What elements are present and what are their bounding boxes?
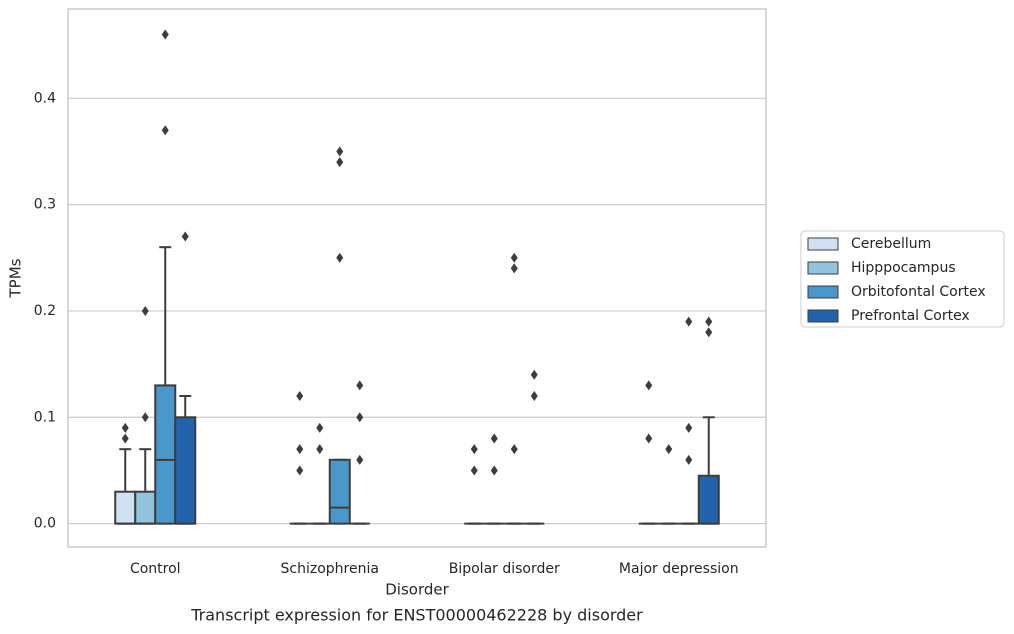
legend-swatch [807,285,839,299]
outlier [296,391,304,402]
outlier [356,454,364,465]
y-tick-label: 0.4 [34,90,56,106]
legend-label: Orbitofontal Cortex [851,284,986,300]
y-tick-label: 0.2 [34,303,56,319]
y-tick-label: 0.1 [34,409,56,425]
outlier [336,252,344,263]
outlier [121,433,129,444]
outlier [645,433,653,444]
outlier [705,327,713,338]
legend-swatch [807,261,839,275]
outlier [181,231,189,242]
plot-border [67,8,767,548]
outlier [685,422,693,433]
outlier [645,380,653,391]
outlier [470,444,478,455]
outlier [705,316,713,327]
legend-swatch [807,237,839,251]
y-axis-label: TPMs [7,258,25,298]
outlier [490,433,498,444]
outlier [510,444,518,455]
box [134,490,157,525]
outlier [490,465,498,476]
outlier [316,444,324,455]
legend-swatch [807,309,839,323]
x-tick-label: Control [130,561,181,577]
outlier [121,422,129,433]
box [697,474,720,525]
outlier [316,422,324,433]
outlier [296,444,304,455]
outlier [336,146,344,157]
outlier [685,316,693,327]
legend-frame [800,230,1005,328]
outlier [356,380,364,391]
box [154,384,177,525]
outlier [510,252,518,263]
box [114,490,137,525]
chart-title: Transcript expression for ENST0000046222… [190,606,643,625]
legend-label: Hipppocampus [851,260,956,276]
outlier [530,369,538,380]
outlier [141,305,149,316]
outlier [685,454,693,465]
outlier [665,444,673,455]
outlier [470,465,478,476]
box [328,458,351,525]
outlier [336,157,344,168]
legend-label: Prefrontal Cortex [851,308,970,324]
x-tick-label: Major depression [619,561,739,577]
outlier [510,263,518,274]
legend-label: Cerebellum [851,236,931,252]
y-tick-label: 0.3 [34,197,56,213]
outlier [161,125,169,136]
outlier [161,29,169,40]
box [174,416,197,525]
x-tick-label: Bipolar disorder [449,561,560,577]
y-tick-label: 0.0 [34,516,56,532]
x-axis-label: Disorder [385,581,449,599]
outlier [356,412,364,423]
outlier [296,465,304,476]
outlier [141,412,149,423]
outlier [530,391,538,402]
x-tick-label: Schizophrenia [281,561,379,577]
